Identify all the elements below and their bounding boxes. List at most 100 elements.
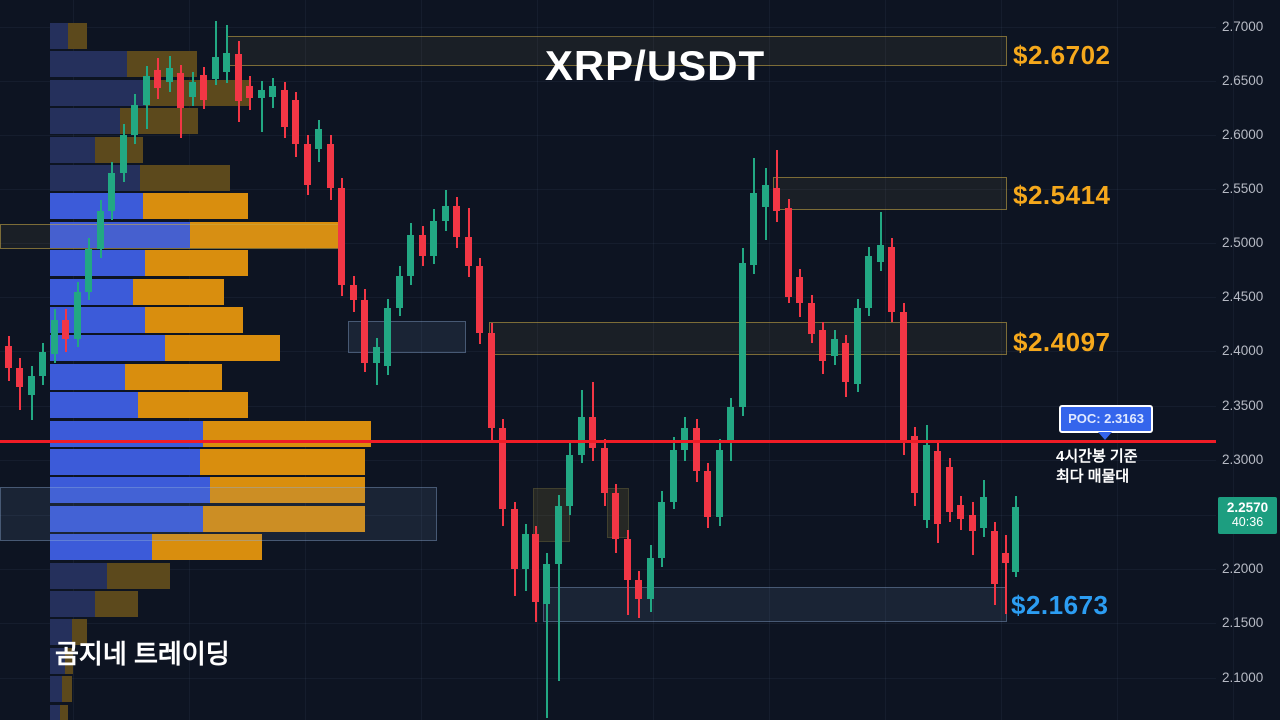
candle-up: [407, 234, 414, 277]
candle-up: [315, 128, 322, 150]
candle-down: [532, 534, 539, 602]
candle-up: [120, 135, 127, 174]
candle-down: [419, 234, 426, 256]
candle-down: [62, 319, 69, 340]
candle-up: [1012, 507, 1019, 573]
candle-up: [51, 319, 58, 355]
vp-row-buy: [50, 534, 152, 561]
vp-row-sell: [127, 51, 197, 78]
candle-up: [28, 375, 35, 396]
vp-row-sell: [72, 619, 87, 646]
level-label: $2.4097: [1013, 327, 1111, 357]
price-tick-label: 2.7000: [1222, 19, 1264, 34]
grid-hline: [0, 678, 1216, 679]
grid-hline: [0, 243, 1216, 244]
candle-down: [361, 300, 368, 363]
candle-up: [223, 52, 230, 73]
candle-down: [304, 143, 311, 185]
candle-down: [911, 435, 918, 494]
level-label: $2.1673: [1011, 590, 1109, 620]
candle-up: [865, 255, 872, 308]
candle-up: [566, 455, 573, 507]
candle-down: [1002, 552, 1009, 563]
vp-row-buy: [50, 449, 200, 475]
vp-row-buy: [50, 591, 95, 617]
candle-up: [681, 428, 688, 450]
grid-vline: [885, 0, 886, 720]
grid-hline: [0, 623, 1216, 624]
candle-up: [166, 67, 173, 82]
candle-down: [281, 89, 288, 128]
candle-up: [373, 346, 380, 363]
grid-vline: [1001, 0, 1002, 720]
candle-up: [739, 263, 746, 408]
candle-up: [750, 192, 757, 266]
candle-up: [143, 76, 150, 105]
candle-up: [189, 81, 196, 98]
poc-annotation: 4시간봉 기준 최다 매물대: [1056, 448, 1138, 485]
candle-down: [946, 467, 953, 512]
candle-up: [716, 449, 723, 517]
candle-down: [246, 86, 253, 99]
candle-up: [831, 339, 838, 357]
grid-hline: [0, 135, 1216, 136]
candle-down: [589, 417, 596, 448]
level-zone-box: [489, 322, 1007, 355]
candle-up: [39, 352, 46, 376]
candle-down: [888, 246, 895, 312]
vp-row-sell: [203, 505, 365, 532]
vp-row-buy: [50, 51, 127, 78]
grid-hline: [0, 515, 1216, 516]
grid-hline: [0, 406, 1216, 407]
vp-row-buy: [50, 79, 145, 106]
vp-row-sell: [143, 193, 248, 220]
vp-row-sell: [165, 335, 280, 362]
vp-row-sell: [107, 562, 170, 589]
candle-up: [396, 276, 403, 308]
candle-down: [957, 505, 964, 520]
candle-down: [900, 311, 907, 444]
candle-down: [601, 447, 608, 494]
candle-down: [991, 531, 998, 585]
candle-up: [670, 449, 677, 502]
price-tick-label: 2.5000: [1222, 235, 1264, 250]
candle-up: [384, 307, 391, 367]
candle-down: [624, 538, 631, 580]
level-zone-box: [543, 587, 1007, 622]
vp-row-sell: [200, 449, 365, 475]
price-tick-label: 2.3000: [1222, 452, 1264, 467]
candle-up: [854, 307, 861, 384]
candle-down: [5, 345, 12, 369]
grid-hline: [0, 27, 1216, 28]
candle-up: [269, 86, 276, 98]
vp-row-buy: [50, 392, 138, 419]
candle-up: [578, 417, 585, 456]
vp-row-buy: [50, 335, 165, 362]
candle-down: [773, 188, 780, 212]
candle-down: [476, 266, 483, 333]
vp-row-sell: [140, 165, 230, 191]
candle-down: [453, 205, 460, 238]
grid-vline: [653, 0, 654, 720]
candle-down: [796, 277, 803, 304]
price-tick-label: 2.5500: [1222, 181, 1264, 196]
current-price-badge: 2.2570 40:36: [1218, 497, 1277, 534]
level-zone-box: [773, 177, 1007, 210]
candle-down-wick: [775, 150, 778, 222]
vp-row-buy: [50, 676, 62, 703]
candle-down: [338, 188, 345, 285]
candle-up: [647, 558, 654, 600]
candle-up: [430, 220, 437, 256]
current-price: 2.2570: [1226, 500, 1269, 515]
poc-pointer-triangle-icon: [1098, 432, 1112, 440]
vp-row-buy: [50, 108, 120, 135]
candle-down: [292, 100, 299, 144]
price-tick-label: 2.4000: [1222, 343, 1264, 358]
vp-row-buy: [50, 619, 72, 646]
grid-vline: [769, 0, 770, 720]
candle-up: [97, 211, 104, 249]
vp-row-sell: [95, 136, 143, 163]
candle-down: [350, 284, 357, 300]
grid-hline: [0, 351, 1216, 352]
